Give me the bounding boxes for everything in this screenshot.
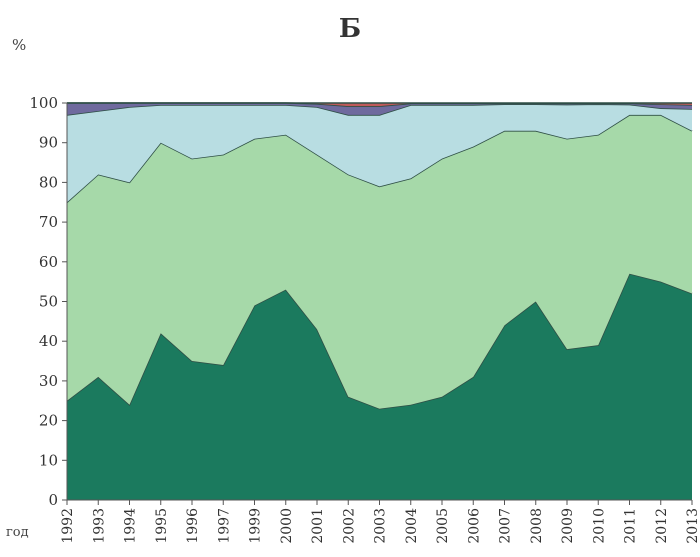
x-tick-label: 2003 — [373, 508, 389, 544]
x-tick-label: 1995 — [154, 508, 170, 544]
y-tick-label: 10 — [39, 451, 58, 469]
chart-title: Б — [338, 14, 362, 44]
x-tick-label: 1993 — [91, 508, 107, 544]
x-tick-label: 2007 — [498, 508, 514, 544]
x-tick-label: 2013 — [685, 508, 700, 544]
y-tick-label: 30 — [39, 372, 58, 390]
x-tick-label: 2000 — [279, 508, 295, 544]
x-tick-label: 2004 — [404, 508, 420, 544]
x-tick-label: 2005 — [435, 508, 451, 544]
x-tick-label: 2001 — [310, 508, 326, 544]
x-tick-label: 2006 — [466, 508, 482, 544]
x-axis-unit-label: год — [6, 525, 29, 540]
y-tick-label: 40 — [39, 332, 58, 350]
x-tick-label: 1997 — [216, 508, 232, 544]
y-tick-label: 50 — [39, 293, 58, 311]
y-axis-ticks: 0 10 20 30 40 50 60 70 80 90 100 — [29, 94, 67, 509]
series-area-3 — [67, 104, 692, 203]
x-tick-label: 2009 — [560, 508, 576, 544]
y-tick-label: 20 — [39, 412, 58, 430]
x-tick-label: 2002 — [341, 508, 357, 544]
x-tick-label: 1999 — [248, 508, 264, 544]
x-tick-label: 2012 — [654, 508, 670, 544]
x-tick-label: 1994 — [123, 508, 139, 544]
y-tick-label: 60 — [39, 253, 58, 271]
y-tick-label: 0 — [48, 491, 58, 509]
series-area-5 — [67, 103, 692, 107]
series-area-1 — [67, 273, 692, 500]
x-tick-label: 1992 — [60, 508, 76, 544]
x-tick-label: 2011 — [623, 508, 639, 544]
y-tick-label: 90 — [39, 134, 58, 152]
y-tick-label: 100 — [29, 94, 58, 112]
y-tick-label: 70 — [39, 213, 58, 231]
y-axis-unit-label: % — [12, 36, 27, 54]
x-tick-label: 2008 — [529, 508, 545, 544]
series-area-4 — [67, 103, 692, 115]
series-area-2 — [67, 114, 692, 409]
y-tick-label: 80 — [39, 173, 58, 191]
x-axis-ticks: 1992 1993 1994 1995 1996 1997 1999 2000 2001 2002… — [60, 500, 700, 544]
series-areas — [66, 102, 693, 500]
x-tick-label: 1996 — [185, 508, 201, 544]
x-tick-label: 2010 — [591, 508, 607, 544]
